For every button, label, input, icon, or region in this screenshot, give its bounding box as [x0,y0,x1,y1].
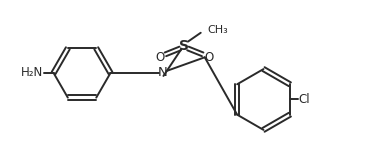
Text: H₂N: H₂N [21,67,43,79]
Text: N: N [158,66,167,79]
Text: O: O [155,51,164,64]
Text: CH₃: CH₃ [208,25,228,35]
Text: Cl: Cl [299,93,310,106]
Text: O: O [204,51,213,64]
Text: S: S [179,39,189,52]
